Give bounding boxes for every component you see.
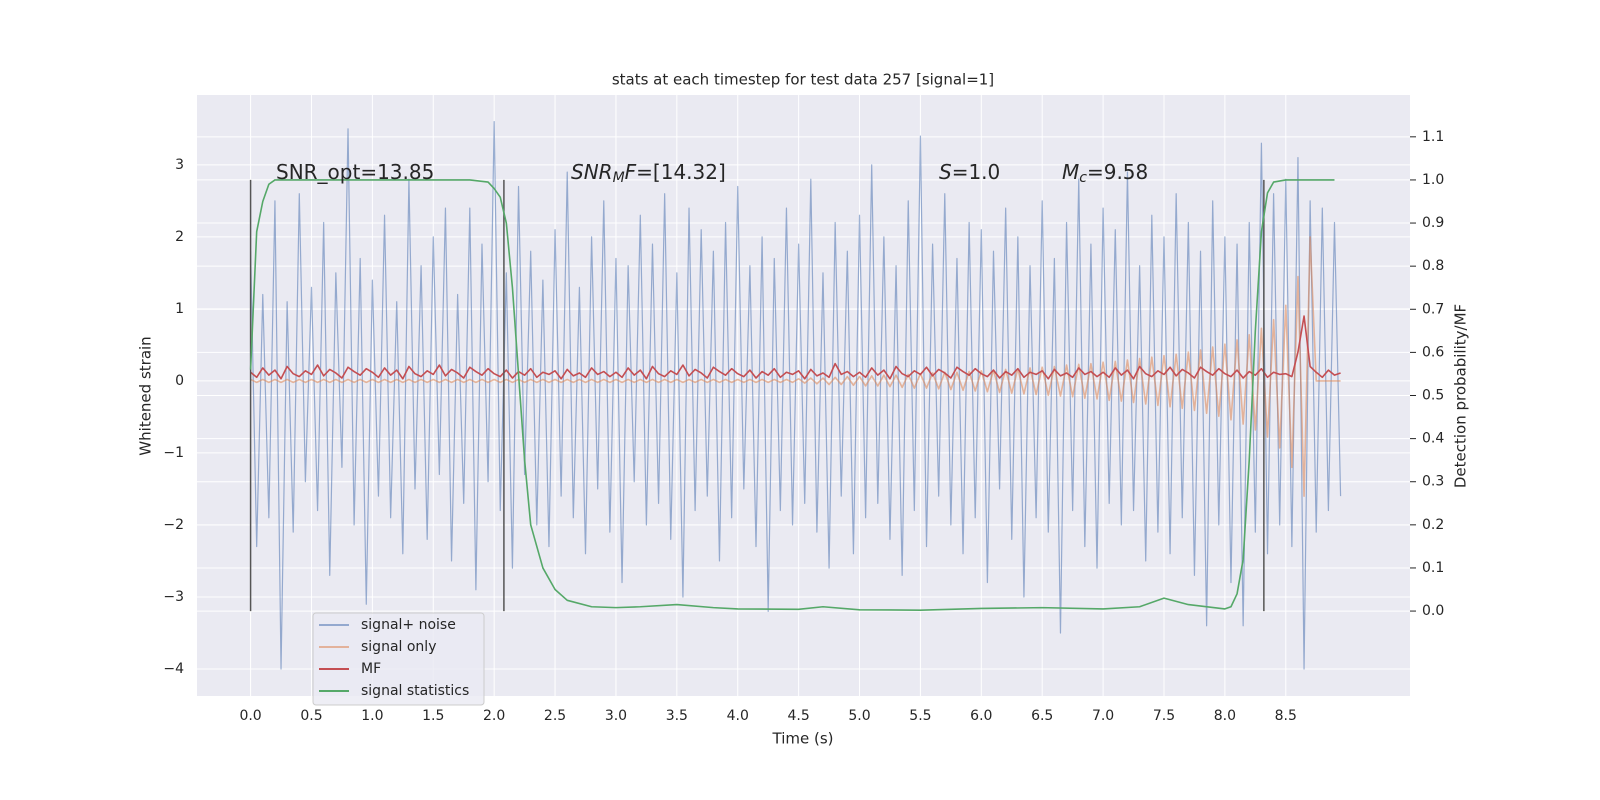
legend-label: signal statistics (361, 683, 469, 699)
y-tick-label: −3 (163, 589, 184, 605)
annotation-part: M (1062, 160, 1079, 184)
y-axis-label: Whitened strain (137, 336, 155, 455)
y-tick-label: 2 (175, 229, 184, 245)
y2-tick-label: 0.4 (1422, 431, 1444, 447)
legend-label: signal+ noise (361, 617, 456, 633)
y2-tick-label: 0.2 (1422, 517, 1444, 533)
y2-tick-label: 1.0 (1422, 172, 1444, 188)
x-tick-label: 3.0 (605, 708, 627, 724)
y-tick-label: −1 (163, 445, 184, 461)
y2-axis-label: Detection probability/MF (1452, 304, 1470, 488)
annotation-part: SNR_opt=13.85 (276, 160, 434, 184)
y-tick-label: 3 (175, 157, 184, 173)
ticks: 0.0 0.5 1.0 1.5 2.0 2.5 3.0 3.5 4.0 4.5 5.0 5.5 6.0 6… (163, 129, 1444, 724)
legend-label: signal only (361, 639, 436, 655)
y-tick-label: −2 (163, 517, 184, 533)
x-tick-label: 4.0 (727, 708, 749, 724)
x-tick-label: 2.5 (544, 708, 566, 724)
x-tick-label: 4.5 (787, 708, 809, 724)
x-tick-label: 7.0 (1092, 708, 1114, 724)
series-line (250, 315, 1341, 380)
y2-tick-label: 1.1 (1422, 129, 1444, 145)
y2-tick-label: 0.6 (1422, 344, 1444, 360)
y2-tick-label: 0.5 (1422, 388, 1444, 404)
x-tick-label: 0.5 (300, 708, 322, 724)
annotation-part: c (1079, 170, 1087, 186)
annotation-part: =9.58 (1087, 160, 1148, 184)
y2-tick-label: 0.3 (1422, 474, 1444, 490)
x-tick-label: 1.5 (422, 708, 444, 724)
annotation: S=1.0 (939, 160, 1000, 184)
annotations: SNR_opt=13.85 SNRMF=[14.32] S=1.0 Mc=9.58 (276, 160, 1148, 187)
annotation: SNR_opt=13.85 (276, 160, 434, 184)
y2-tick-label: 0.8 (1422, 258, 1444, 274)
x-axis-label: Time (s) (772, 730, 834, 748)
x-tick-label: 1.0 (361, 708, 383, 724)
x-tick-label: 5.0 (848, 708, 870, 724)
annotation-part: =1.0 (952, 160, 1001, 184)
series-line (249, 121, 1342, 670)
y2-tick-label: 0.7 (1422, 301, 1444, 317)
marks (249, 121, 1342, 670)
annotation-part: =[14.32] (636, 160, 726, 184)
y-tick-label: 0 (175, 373, 184, 389)
y2-tick-label: 0.1 (1422, 560, 1444, 576)
x-tick-label: 5.5 (909, 708, 931, 724)
series-line (249, 179, 1335, 611)
annotation: SNRMF=[14.32] (571, 160, 726, 187)
annotation-part: S (939, 160, 952, 184)
x-tick-label: 0.0 (239, 708, 261, 724)
x-tick-label: 7.5 (1153, 708, 1175, 724)
annotation-part: SNR (571, 160, 613, 184)
y-tick-label: −4 (163, 661, 184, 677)
x-tick-label: 3.5 (666, 708, 688, 724)
annotation: Mc=9.58 (1062, 160, 1148, 187)
y-tick-label: 1 (175, 301, 184, 317)
x-tick-label: 6.5 (1031, 708, 1053, 724)
legend-label: MF (361, 661, 381, 677)
annotation-part: F (625, 160, 637, 184)
x-tick-label: 2.0 (483, 708, 505, 724)
legend: signal+ noise signal only MF signal statist… (312, 612, 485, 706)
y2-tick-label: 0.9 (1422, 215, 1444, 231)
legend-box (312, 612, 485, 706)
x-tick-label: 8.5 (1275, 708, 1297, 724)
series-line (250, 236, 1341, 497)
x-tick-label: 8.0 (1214, 708, 1236, 724)
chart-title: stats at each timestep for test data 257… (612, 71, 994, 89)
annotation-part: M (613, 170, 625, 186)
x-tick-label: 6.0 (970, 708, 992, 724)
y2-tick-label: 0.0 (1422, 603, 1444, 619)
